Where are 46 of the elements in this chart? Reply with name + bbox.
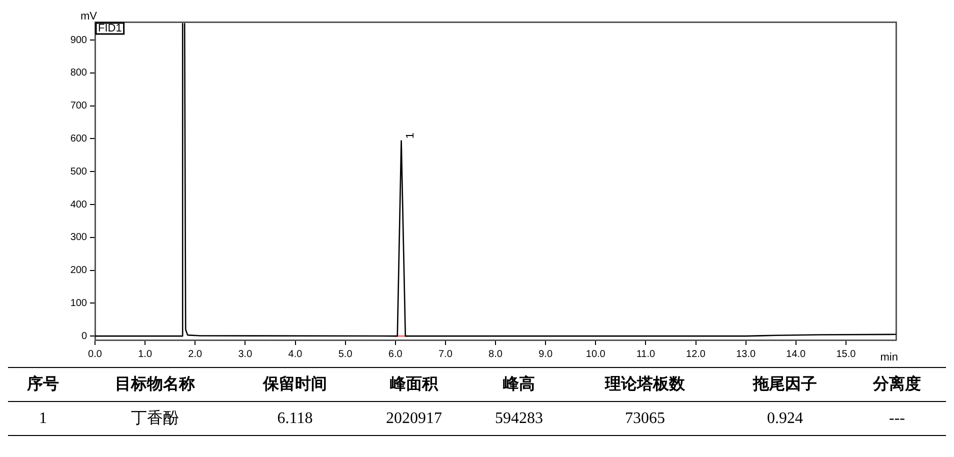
x-axis-title: min	[880, 352, 898, 364]
x-tick-label: 5.0	[338, 348, 353, 360]
text: 73065	[624, 408, 666, 428]
text: 6.118	[276, 408, 314, 428]
y-tick-label: 300	[70, 232, 88, 244]
text: 594283	[494, 408, 544, 428]
x-tick-label: 0.0	[88, 348, 102, 360]
x-tick-label: 6.0	[388, 348, 403, 360]
x-tick-label: 8.0	[488, 348, 503, 360]
text: 峰面积	[389, 374, 440, 395]
x-tick-label: 13.0	[736, 348, 756, 360]
text: 0.924	[766, 408, 804, 428]
y-tick-label: 700	[70, 100, 88, 112]
x-tick-label: 9.0	[538, 348, 553, 360]
x-tick-label: 12.0	[686, 348, 706, 360]
y-tick-label: 500	[70, 166, 88, 178]
text: 序号	[26, 374, 60, 395]
text: 峰高	[502, 374, 536, 395]
x-tick-label: 14.0	[786, 348, 806, 360]
text: 保留时间	[262, 374, 328, 395]
text: 2020917	[385, 408, 443, 428]
text: 理论塔板数	[604, 374, 686, 395]
x-tick-label: 15.0	[836, 348, 856, 360]
x-tick-label: 7.0	[438, 348, 453, 360]
x-tick-label: 1.0	[138, 348, 152, 360]
text: 目标物名称	[114, 374, 196, 395]
y-tick-label: 0	[81, 330, 88, 342]
y-tick-label: 400	[70, 199, 88, 210]
x-tick-label: 3.0	[238, 348, 253, 360]
y-tick-label: 200	[70, 265, 88, 276]
x-tick-label: 11.0	[636, 348, 656, 360]
text: 拖尾因子	[752, 374, 818, 395]
y-axis-title: mV	[80, 10, 98, 23]
y-tick-label: 600	[70, 133, 88, 144]
annotation: 1	[404, 132, 416, 139]
y-tick-label: 800	[70, 68, 88, 79]
annotation: FID1	[98, 22, 122, 35]
x-tick-label: 10.0	[586, 348, 606, 360]
text: ---	[888, 408, 906, 428]
text: 1	[38, 408, 48, 428]
text: 丁香酚	[130, 408, 180, 429]
y-tick-label: 100	[70, 298, 88, 309]
x-tick-label: 2.0	[188, 348, 203, 360]
y-tick-label: 900	[70, 34, 88, 46]
text: 分离度	[872, 374, 922, 395]
x-tick-label: 4.0	[288, 348, 303, 360]
